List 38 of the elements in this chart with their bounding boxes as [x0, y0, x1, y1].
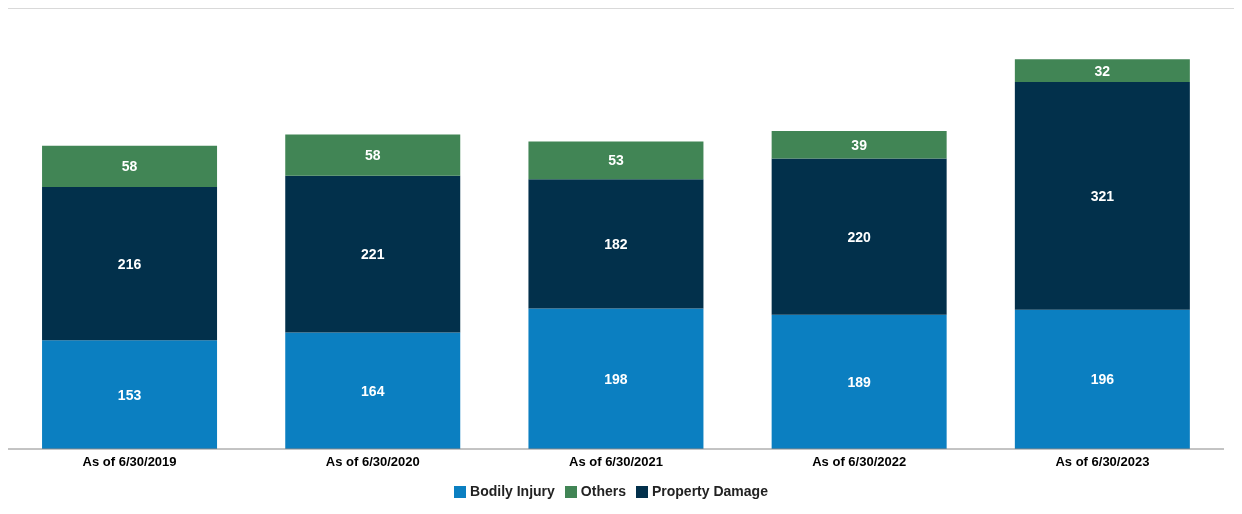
bar	[1014, 309, 1190, 449]
legend-label: Bodily Injury	[470, 483, 555, 499]
data-label: 164	[361, 382, 385, 399]
bar	[42, 187, 218, 341]
bar	[528, 308, 704, 449]
bar	[42, 340, 218, 449]
bar	[285, 134, 461, 176]
x-tick-label: As of 6/30/2019	[82, 454, 177, 470]
bar	[771, 130, 947, 159]
data-label: 58	[364, 147, 381, 164]
legend-label: Property Damage	[651, 483, 768, 499]
data-label: 39	[851, 136, 868, 153]
data-label: 182	[604, 235, 628, 252]
bar	[771, 314, 947, 449]
data-label: 32	[1094, 62, 1111, 79]
data-label: 153	[117, 386, 142, 403]
bar	[528, 141, 704, 180]
data-label: 189	[847, 373, 872, 390]
x-tick-label: As of 6/30/2020	[325, 454, 420, 470]
data-label: 220	[847, 228, 872, 245]
data-label: 53	[608, 152, 624, 169]
data-label: 198	[604, 370, 628, 387]
bar	[285, 332, 461, 449]
bar	[528, 179, 704, 309]
legend-label: Others	[580, 483, 626, 499]
bar	[42, 145, 218, 188]
data-label: 216	[117, 255, 142, 272]
bar	[1014, 59, 1190, 82]
data-label: 196	[1090, 371, 1115, 388]
x-tick-label: As of 6/30/2021	[569, 454, 663, 470]
bar	[285, 175, 461, 333]
x-tick-label: As of 6/30/2023	[1055, 454, 1150, 470]
data-label: 58	[121, 158, 138, 175]
x-tick-label: As of 6/30/2022	[812, 454, 907, 470]
data-label: 221	[361, 246, 385, 263]
bar	[771, 158, 947, 315]
bar	[1014, 81, 1190, 310]
data-label: 321	[1090, 187, 1115, 204]
